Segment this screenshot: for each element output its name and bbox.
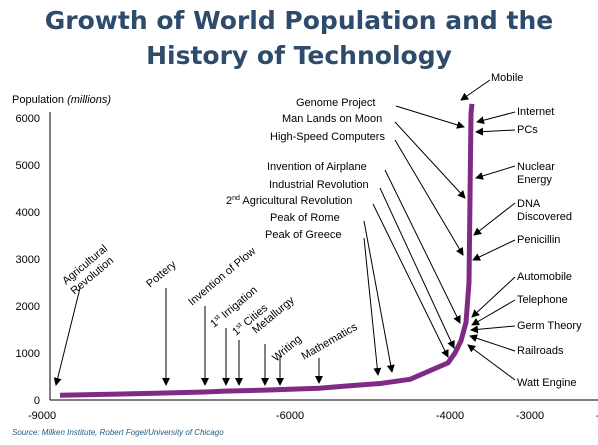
annotation-label: PCs — [517, 124, 538, 136]
y-tick-label: 2000 — [16, 301, 40, 313]
x-tick-label: -6000 — [276, 410, 304, 422]
annotation-label: AgriculturalRevolution — [60, 243, 118, 298]
annotation-arrow — [379, 187, 455, 349]
annotation-arrow — [472, 239, 516, 261]
x-tick-label: -3000 — [516, 410, 544, 422]
y-axis-label: Population (millions) — [12, 94, 111, 106]
source-note: Source: Milken Institute, Robert Fogel/U… — [12, 428, 224, 437]
annotation-label: Nuclear Energy — [517, 161, 555, 186]
annotation-arrow — [475, 165, 516, 180]
annotation-label: Man Lands on Moon — [282, 113, 382, 125]
annotation-label: Genome Project — [296, 97, 375, 109]
annotation-arrow — [460, 79, 491, 101]
x-tick-label: -9000 — [28, 410, 56, 422]
annotation-arrow — [394, 139, 464, 256]
annotation-label: Peak of Greece — [265, 229, 341, 241]
annotation-arrow — [473, 202, 516, 236]
y-tick-label: 4000 — [16, 207, 40, 219]
x-tick-label: -4000 — [436, 410, 464, 422]
y-tick-label: 0 — [34, 395, 40, 407]
annotation-label: 2nd Agricultural Revolution — [226, 195, 352, 207]
chart-title-line-1: Growth of World Population and the — [44, 6, 554, 35]
annotation-arrow — [372, 203, 449, 358]
chart-title-line-2: History of Technology — [146, 41, 452, 70]
annotation-arrow — [471, 276, 516, 318]
annotation-arrow — [475, 127, 516, 136]
annotation-label: Internet — [517, 106, 554, 118]
annotation-label: Industrial Revolution — [269, 179, 369, 191]
annotation-arrow — [363, 237, 382, 376]
annotation-label: High-Speed Computers — [270, 131, 385, 143]
x-tick-label: -2000 — [596, 410, 598, 422]
annotation-arrow — [471, 299, 516, 326]
y-tick-label: 1000 — [16, 348, 40, 360]
annotation-label: Automobile — [517, 271, 572, 283]
annotation-label: Pottery — [144, 258, 179, 290]
annotation-label: Invention of Airplane — [267, 161, 367, 173]
annotation-arrow — [467, 344, 516, 381]
y-tick-label: 3000 — [16, 254, 40, 266]
annotation-label: Peak of Rome — [270, 212, 340, 224]
annotation-label: Railroads — [517, 345, 564, 357]
y-tick-label: 5000 — [16, 160, 40, 172]
annotation-arrow — [384, 169, 461, 324]
annotation-arrow — [394, 121, 466, 199]
annotation-label: Mobile — [491, 72, 523, 84]
annotation-label: Germ Theory — [517, 320, 582, 332]
annotation-label: Watt Engine — [517, 377, 577, 389]
annotation-label: Writing — [270, 333, 304, 364]
annotation-arrow — [395, 105, 465, 129]
annotation-arrow — [53, 287, 81, 386]
annotation-arrow — [470, 325, 516, 334]
y-axis-unit: (millions) — [67, 94, 111, 106]
y-tick-label: 6000 — [16, 113, 40, 125]
annotation-label: Mathematics — [300, 321, 360, 363]
annotation-arrow — [469, 334, 516, 352]
population-line — [59, 103, 475, 398]
annotation-arrow — [363, 220, 395, 373]
annotation-label: Penicillin — [517, 234, 560, 246]
annotation-label: Telephone — [517, 294, 568, 306]
annotation-label: DNA Discovered — [517, 198, 572, 223]
annotation-arrow — [476, 111, 516, 125]
